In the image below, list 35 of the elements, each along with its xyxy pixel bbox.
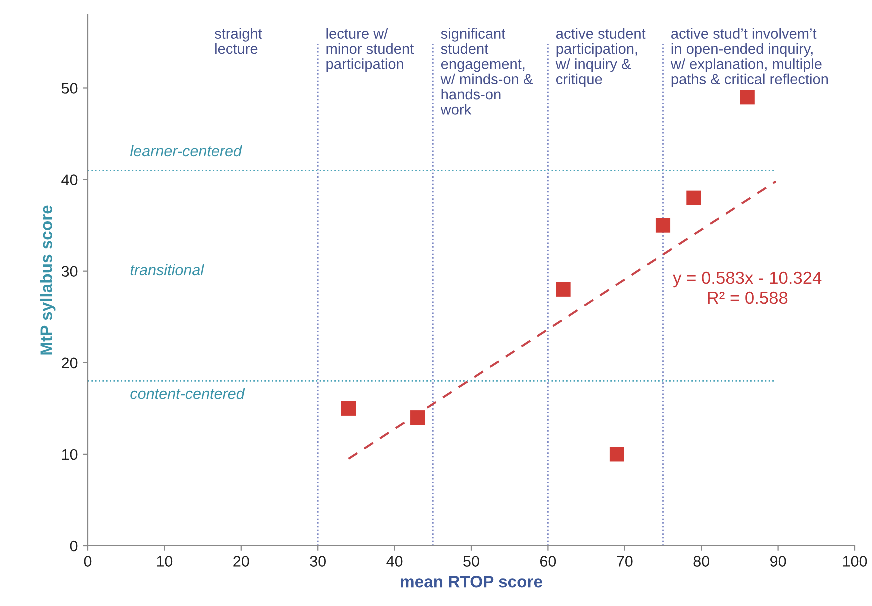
- y-tick-label: 50: [62, 83, 78, 94]
- point: [410, 410, 426, 426]
- annotation: straight lecture: [214, 28, 262, 54]
- x-axis-title: mean RTOP score: [401, 576, 542, 588]
- point: [740, 90, 755, 105]
- y-axis-title: MtP syllabus score: [40, 206, 56, 355]
- point: [556, 282, 571, 297]
- annotation: lecture w/ minor student participation: [326, 28, 414, 72]
- annotation: transitional: [130, 264, 204, 276]
- x-tick-label: 80: [694, 556, 710, 567]
- x-tick-label: 10: [157, 556, 173, 567]
- y-tick-label: 10: [62, 449, 78, 460]
- x-tick-label: 0: [84, 556, 92, 567]
- x-tick-label: 60: [540, 556, 556, 567]
- point: [686, 190, 702, 206]
- annotation: active stud’t involvem’t in open-ended inquiry, w/ explanation, multiple paths & critical reflection: [670, 28, 828, 88]
- x-tick-label: 40: [386, 556, 403, 567]
- y-tick-label: 20: [62, 358, 78, 369]
- annotation: significant student engagement, w/ minds-on & hands-on work: [440, 28, 533, 115]
- x-tick-label: 70: [617, 556, 633, 567]
- y-tick-label: 0: [70, 540, 78, 552]
- annotation: content-centered: [130, 388, 246, 400]
- annotation: active student participation, w/ inquiry & critique: [556, 28, 646, 88]
- x-tick-label: 90: [770, 556, 786, 567]
- point: [341, 401, 356, 416]
- y-tick-label: 30: [62, 266, 78, 278]
- point: [656, 218, 671, 233]
- y-tick-label: 40: [62, 174, 78, 186]
- annotation: learner-centered: [130, 145, 242, 157]
- point: [610, 447, 625, 462]
- x-tick-label: 20: [234, 556, 250, 567]
- x-tick-label: 50: [464, 556, 480, 567]
- x-tick-label: 100: [843, 556, 868, 567]
- annotation: y = 0.583x - 10.324 R² = 0.588: [673, 272, 822, 304]
- x-tick-label: 30: [310, 556, 326, 567]
